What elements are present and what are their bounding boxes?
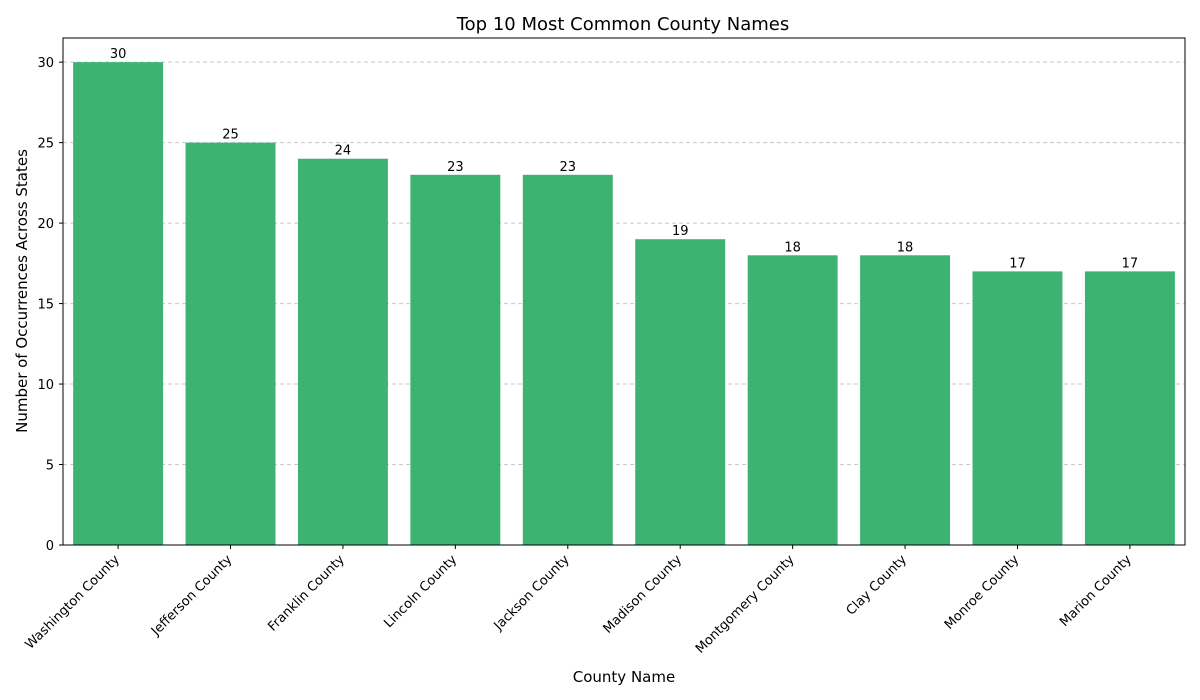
data-label: 24	[335, 144, 352, 159]
data-labels: 30 25 24 23 23 19 18 18 17 17	[110, 47, 1138, 271]
y-tick-label: 0	[46, 539, 54, 554]
y-tick-label: 30	[37, 56, 54, 71]
bars	[73, 62, 1175, 546]
bar	[972, 271, 1063, 545]
data-label: 17	[1122, 256, 1139, 271]
bar	[410, 174, 501, 546]
x-tick-label: Montgomery County	[693, 552, 798, 657]
bar	[73, 62, 164, 546]
plot-frame	[62, 37, 1186, 546]
y-axis-label: Number of Occurrences Across States	[13, 149, 31, 433]
bar	[860, 255, 951, 546]
bar	[1084, 271, 1175, 545]
data-label: 30	[110, 47, 127, 62]
data-label: 23	[447, 160, 464, 175]
data-label: 17	[1009, 256, 1026, 271]
data-label: 23	[560, 160, 577, 175]
x-axis-label: County Name	[573, 668, 675, 686]
x-axis-ticks: Washington County Jefferson County Frankli…	[23, 545, 1135, 657]
y-tick-label: 5	[46, 459, 54, 474]
x-tick-label: Madison County	[601, 552, 686, 637]
x-tick-label: Clay County	[844, 552, 911, 619]
y-axis-ticks: 0 5 10 15 20 25 30	[37, 56, 63, 554]
bar	[522, 174, 613, 546]
x-tick-label: Monroe County	[942, 552, 1023, 633]
bar	[747, 255, 838, 546]
y-tick-label: 20	[37, 217, 54, 232]
data-label: 18	[784, 240, 801, 255]
x-tick-label: Jefferson County	[148, 552, 236, 640]
data-label: 19	[672, 224, 689, 239]
x-tick-label: Washington County	[23, 552, 124, 653]
bar	[297, 158, 388, 545]
y-tick-label: 15	[37, 298, 54, 313]
chart-title: Top 10 Most Common County Names	[456, 14, 790, 35]
x-tick-label: Franklin County	[265, 552, 348, 635]
data-label: 25	[222, 128, 239, 143]
bar	[185, 142, 276, 545]
x-tick-label: Marion County	[1057, 552, 1135, 630]
x-tick-label: Jackson County	[491, 552, 573, 634]
x-tick-label: Lincoln County	[381, 552, 460, 631]
data-label: 18	[897, 240, 914, 255]
y-tick-label: 10	[37, 378, 54, 393]
bar	[635, 239, 726, 545]
y-tick-label: 25	[37, 137, 54, 152]
